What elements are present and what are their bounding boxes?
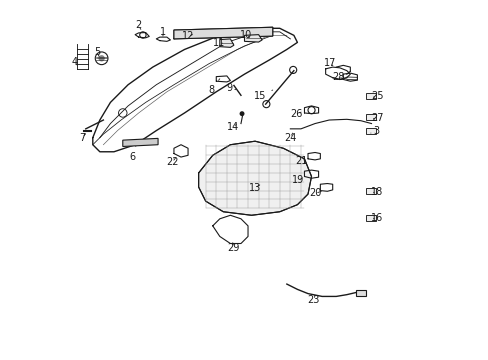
- Text: 20: 20: [308, 188, 321, 198]
- Text: 10: 10: [240, 30, 252, 40]
- Polygon shape: [219, 39, 233, 48]
- Text: 11: 11: [213, 38, 225, 48]
- Text: 23: 23: [306, 295, 319, 305]
- Text: 15: 15: [254, 90, 272, 101]
- Text: 9: 9: [225, 82, 235, 93]
- Bar: [366, 93, 375, 99]
- Text: 17: 17: [324, 58, 336, 68]
- Text: 19: 19: [292, 175, 304, 185]
- Text: 12: 12: [182, 31, 194, 41]
- Text: 3: 3: [370, 126, 379, 136]
- Text: 2: 2: [135, 21, 142, 31]
- Text: 8: 8: [207, 79, 219, 95]
- Text: 28: 28: [331, 72, 344, 82]
- Text: 5: 5: [94, 47, 100, 57]
- Polygon shape: [355, 290, 366, 296]
- Text: 1: 1: [160, 27, 166, 37]
- Polygon shape: [174, 27, 272, 39]
- Text: 7: 7: [79, 133, 85, 143]
- Text: 16: 16: [370, 213, 382, 223]
- Text: 27: 27: [370, 113, 383, 122]
- Bar: [366, 189, 375, 194]
- Circle shape: [98, 55, 104, 62]
- Bar: [366, 114, 375, 120]
- Bar: [366, 129, 375, 134]
- Text: 21: 21: [294, 156, 306, 166]
- Polygon shape: [122, 138, 158, 147]
- Text: 14: 14: [226, 122, 239, 132]
- Text: 6: 6: [129, 147, 136, 162]
- Polygon shape: [244, 35, 262, 42]
- Text: 25: 25: [370, 91, 383, 101]
- Text: 4: 4: [71, 57, 78, 67]
- Text: 22: 22: [165, 157, 178, 167]
- Text: 13: 13: [248, 183, 261, 193]
- Bar: [366, 215, 375, 221]
- Text: 18: 18: [370, 186, 382, 197]
- Text: 29: 29: [227, 243, 240, 253]
- Polygon shape: [198, 141, 311, 215]
- Circle shape: [239, 111, 244, 116]
- Text: 26: 26: [290, 109, 302, 119]
- Text: 24: 24: [284, 133, 296, 143]
